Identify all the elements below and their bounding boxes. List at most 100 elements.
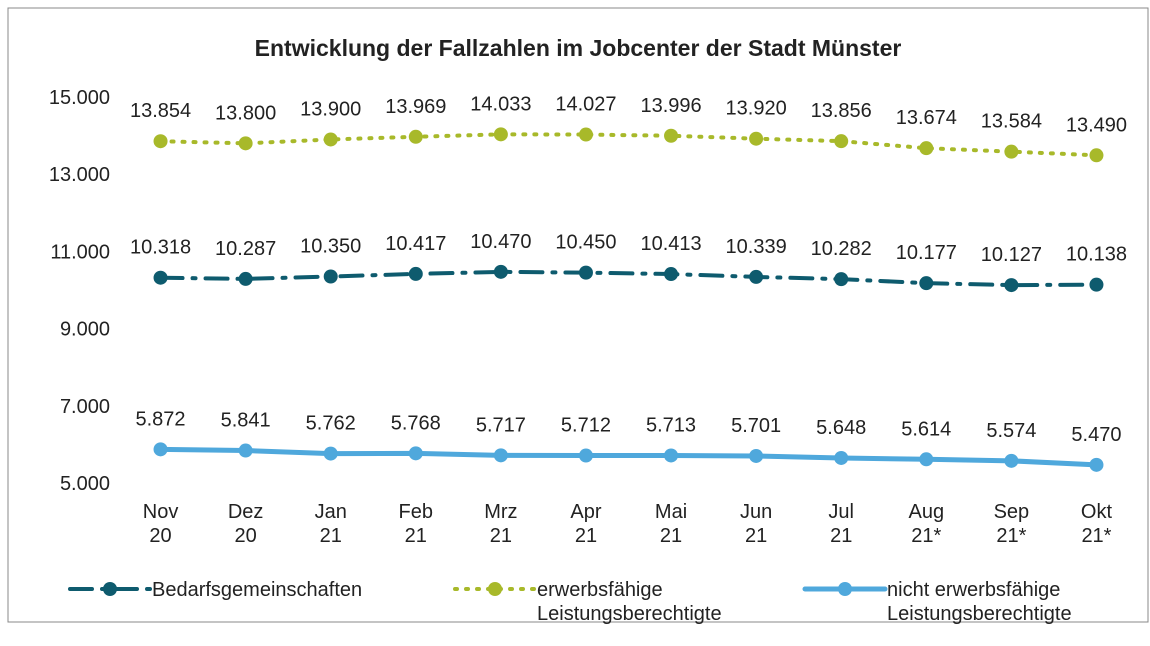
series-line bbox=[158, 446, 1099, 468]
value-label: 5.872 bbox=[136, 408, 186, 430]
x-tick-label: Mrz 21 bbox=[484, 501, 517, 547]
series-point bbox=[238, 443, 253, 458]
value-label: 13.674 bbox=[896, 107, 957, 129]
series-point bbox=[323, 132, 338, 147]
series-point bbox=[919, 452, 934, 467]
x-tick-label: Nov 20 bbox=[143, 501, 179, 547]
value-label: 5.614 bbox=[901, 418, 951, 440]
value-label: 10.127 bbox=[981, 244, 1042, 266]
x-tick-label: Apr 21 bbox=[570, 501, 601, 547]
value-label: 10.350 bbox=[300, 235, 361, 257]
series-point bbox=[749, 131, 764, 146]
value-label: 5.762 bbox=[306, 413, 356, 435]
series-point bbox=[578, 127, 593, 142]
value-label: 10.413 bbox=[640, 233, 701, 255]
value-label: 10.450 bbox=[555, 232, 616, 254]
series-point bbox=[323, 446, 338, 461]
series-point bbox=[238, 136, 253, 151]
series-point bbox=[1089, 457, 1104, 472]
value-label: 5.470 bbox=[1071, 424, 1121, 446]
series-point bbox=[408, 129, 423, 144]
series-point bbox=[493, 264, 508, 279]
y-tick-label: 5.000 bbox=[60, 473, 110, 495]
value-label: 10.470 bbox=[470, 231, 531, 253]
x-tick-label: Sep 21* bbox=[994, 501, 1030, 547]
series-point bbox=[834, 450, 849, 465]
value-label: 13.996 bbox=[640, 95, 701, 117]
series-point bbox=[153, 270, 168, 285]
x-tick-label: Okt 21* bbox=[1081, 501, 1113, 547]
value-label: 5.712 bbox=[561, 415, 611, 437]
legend-label: nicht erwerbsfähige Leistungsberechtigte bbox=[887, 579, 1072, 625]
value-label: 10.138 bbox=[1066, 244, 1127, 266]
series-point bbox=[664, 128, 679, 143]
series-point bbox=[1089, 148, 1104, 163]
value-label: 13.854 bbox=[130, 100, 191, 122]
series-point bbox=[408, 446, 423, 461]
value-label: 10.177 bbox=[896, 242, 957, 264]
x-tick-label: Mai 21 bbox=[655, 501, 687, 547]
series-line bbox=[158, 269, 1099, 288]
chart-frame bbox=[7, 7, 1149, 623]
chart-title: Entwicklung der Fallzahlen im Jobcenter … bbox=[255, 35, 902, 61]
series-point bbox=[664, 448, 679, 463]
series-point bbox=[153, 442, 168, 457]
value-label: 13.856 bbox=[811, 100, 872, 122]
value-label: 13.900 bbox=[300, 98, 361, 120]
value-label: 10.339 bbox=[726, 236, 787, 258]
series-point bbox=[919, 276, 934, 291]
value-label: 5.713 bbox=[646, 414, 696, 436]
legend-label: Bedarfsgemeinschaften bbox=[152, 579, 362, 601]
series-point bbox=[749, 448, 764, 463]
x-tick-label: Jul 21 bbox=[828, 501, 854, 547]
y-tick-label: 7.000 bbox=[60, 396, 110, 418]
value-label: 5.717 bbox=[476, 414, 526, 436]
value-label: 5.574 bbox=[986, 420, 1036, 442]
value-label: 13.969 bbox=[385, 96, 446, 118]
value-label: 13.800 bbox=[215, 102, 276, 124]
y-tick-label: 15.000 bbox=[49, 87, 110, 109]
value-label: 13.584 bbox=[981, 111, 1042, 133]
x-tick-label: Aug 21* bbox=[908, 501, 944, 547]
value-label: 10.417 bbox=[385, 233, 446, 255]
legend-marker bbox=[488, 582, 502, 596]
y-tick-label: 13.000 bbox=[49, 164, 110, 186]
series-point bbox=[323, 269, 338, 284]
x-tick-label: Dez 20 bbox=[228, 501, 264, 547]
legend-marker bbox=[838, 582, 852, 596]
value-label: 5.701 bbox=[731, 415, 781, 437]
value-label: 13.490 bbox=[1066, 114, 1127, 136]
series-line bbox=[158, 132, 1099, 158]
series-point bbox=[408, 266, 423, 281]
value-label: 5.648 bbox=[816, 417, 866, 439]
series-point bbox=[834, 134, 849, 149]
series-point bbox=[1089, 277, 1104, 292]
value-label: 14.033 bbox=[470, 93, 531, 115]
value-label: 13.920 bbox=[726, 98, 787, 120]
series-point bbox=[578, 448, 593, 463]
legend-marker bbox=[103, 582, 117, 596]
series-point bbox=[493, 127, 508, 142]
series-point bbox=[834, 272, 849, 287]
series-point bbox=[1004, 453, 1019, 468]
series-point bbox=[153, 134, 168, 149]
x-tick-label: Feb 21 bbox=[399, 501, 433, 547]
series-point bbox=[1004, 278, 1019, 293]
value-label: 10.287 bbox=[215, 238, 276, 260]
y-tick-label: 11.000 bbox=[50, 241, 110, 263]
y-tick-label: 9.000 bbox=[60, 319, 110, 341]
series-point bbox=[238, 271, 253, 286]
x-tick-label: Jun 21 bbox=[740, 501, 772, 547]
series-point bbox=[1004, 144, 1019, 159]
series-point bbox=[493, 448, 508, 463]
value-label: 14.027 bbox=[555, 94, 616, 116]
value-label: 10.282 bbox=[811, 238, 872, 260]
x-tick-label: Jan 21 bbox=[315, 501, 347, 547]
series-point bbox=[749, 269, 764, 284]
legend-label: erwerbsfähige Leistungsberechtigte bbox=[537, 579, 722, 625]
series-point bbox=[919, 141, 934, 156]
value-label: 5.768 bbox=[391, 412, 441, 434]
series-point bbox=[664, 267, 679, 282]
value-label: 5.841 bbox=[221, 410, 271, 432]
